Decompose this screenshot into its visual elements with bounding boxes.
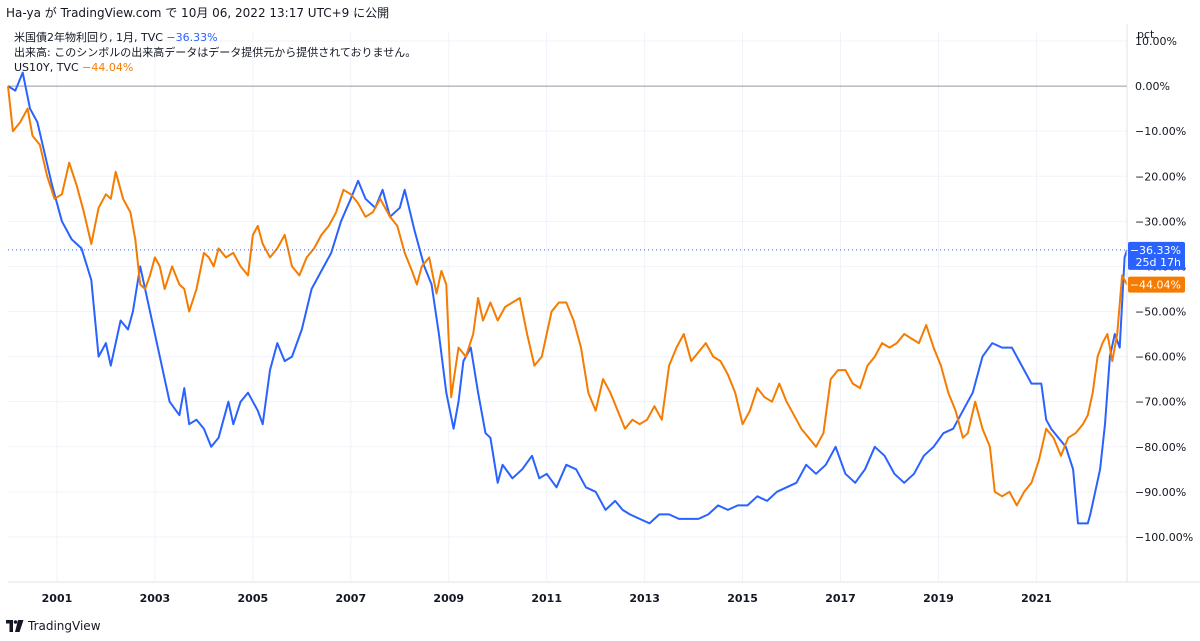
x-tick-label: 2021 [1021, 592, 1052, 605]
y-unit-label: pct [1137, 28, 1155, 41]
y-tick-label: −10.00% [1135, 125, 1186, 138]
publish-info: Ha-ya が TradingView.com で 10月 06, 2022 1… [6, 6, 390, 20]
orange-price-badge [1128, 276, 1185, 293]
legend-series-2[interactable]: US10Y, TVC −44.04% [14, 60, 416, 75]
footer-brand-label: TradingView [28, 619, 101, 633]
axis-layer: 10.00%0.00%−10.00%−20.00%−30.00%−40.00%−… [8, 24, 1200, 605]
x-tick-label: 2013 [629, 592, 660, 605]
series-line-1[interactable] [7, 71, 1128, 525]
x-tick-label: 2005 [238, 592, 269, 605]
chart-legend: 米国債2年物利回り, 1月, TVC −36.33% 出来高: このシンボルの出… [14, 30, 416, 75]
tradingview-logo-icon [6, 620, 24, 632]
legend-series-1-value: −36.33% [166, 31, 218, 44]
legend-series-1[interactable]: 米国債2年物利回り, 1月, TVC −36.33% [14, 30, 416, 45]
legend-volume-note: 出来高: このシンボルの出来高データはデータ提供元から提供されておりません。 [14, 46, 417, 59]
x-tick-label: 2007 [335, 592, 366, 605]
series-line-2[interactable] [7, 85, 1128, 507]
blue-price-badge [1128, 241, 1185, 270]
y-tick-label: −100.00% [1135, 531, 1193, 544]
y-tick-label: −70.00% [1135, 396, 1186, 409]
line-chart[interactable]: 10.00%0.00%−10.00%−20.00%−30.00%−40.00%−… [0, 24, 1200, 614]
chart-area[interactable]: 10.00%0.00%−10.00%−20.00%−30.00%−40.00%−… [0, 24, 1200, 614]
y-tick-label: −20.00% [1135, 170, 1186, 183]
legend-series-1-label: 米国債2年物利回り, 1月, TVC [14, 31, 163, 44]
series-layer [7, 71, 1128, 525]
price-badges: −36.33%25d 17h −44.04% [1128, 241, 1185, 293]
blue-badge-value: −36.33% [1130, 244, 1181, 257]
x-tick-label: 2001 [42, 592, 73, 605]
legend-series-2-value: −44.04% [82, 61, 134, 74]
y-tick-label: 0.00% [1135, 80, 1170, 93]
footer-brand[interactable]: TradingView [6, 617, 101, 635]
blue-badge-countdown: 25d 17h [1136, 256, 1181, 269]
x-tick-label: 2017 [825, 592, 856, 605]
y-tick-label: 10.00% [1135, 35, 1177, 48]
y-tick-label: −50.00% [1135, 306, 1186, 319]
orange-badge-value: −44.04% [1130, 279, 1181, 292]
y-tick-label: −90.00% [1135, 486, 1186, 499]
x-tick-label: 2003 [140, 592, 171, 605]
x-tick-label: 2009 [433, 592, 464, 605]
legend-series-2-label: US10Y, TVC [14, 61, 79, 74]
x-tick-label: 2011 [531, 592, 562, 605]
y-tick-label: −80.00% [1135, 441, 1186, 454]
y-tick-label: −30.00% [1135, 215, 1186, 228]
x-tick-label: 2015 [727, 592, 758, 605]
y-tick-label: −60.00% [1135, 351, 1186, 364]
grid-lines [8, 32, 1127, 582]
x-tick-label: 2019 [923, 592, 954, 605]
